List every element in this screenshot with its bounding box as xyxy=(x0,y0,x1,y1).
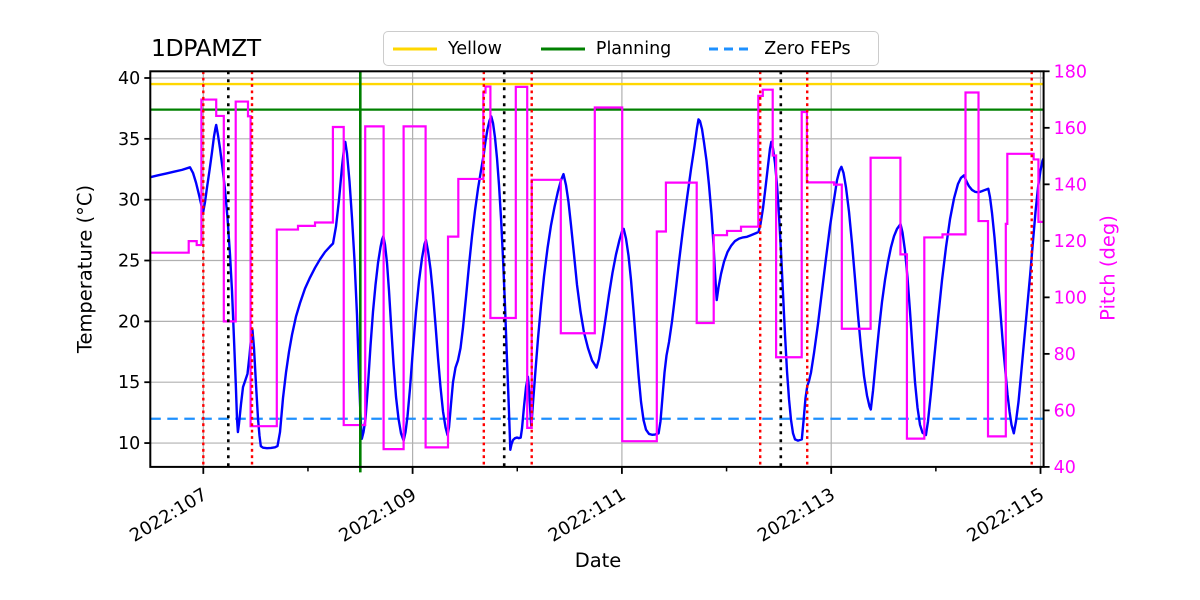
y-tick-label-right: 160 xyxy=(1054,119,1087,139)
legend-item-yellow: Yellow xyxy=(393,39,502,59)
x-tick-label: 2022:113 xyxy=(754,484,839,546)
y-tick-label-left: 15 xyxy=(118,373,140,393)
chart-title: 1DPAMZT xyxy=(151,34,261,62)
y-tick-label-left: 30 xyxy=(118,191,140,211)
y-axis-label-right: Pitch (deg) xyxy=(1096,215,1120,321)
x-tick-label: 2022:109 xyxy=(335,484,420,546)
pitch-curve xyxy=(150,85,1044,451)
y-tick-label-right: 40 xyxy=(1054,458,1076,478)
temperature-curve xyxy=(150,115,1044,451)
y-tick-label-left: 25 xyxy=(118,252,140,272)
y-tick-label-left: 35 xyxy=(118,130,140,150)
y-tick-label-left: 40 xyxy=(118,69,140,89)
legend-label-planning: Planning xyxy=(595,38,672,59)
y-tick-label-right: 140 xyxy=(1054,175,1087,195)
legend-sample-zero-feps-line xyxy=(709,47,754,50)
y-tick-label-left: 20 xyxy=(118,312,140,332)
axes-spines xyxy=(149,70,1045,468)
legend-sample-yellow-line xyxy=(393,47,437,50)
x-tick-label: 2022:115 xyxy=(963,484,1048,546)
y-tick-label-left: 10 xyxy=(118,434,140,454)
y-axis-label-left: Temperature (°C) xyxy=(73,184,97,354)
y-tick-label-right: 100 xyxy=(1054,288,1087,308)
legend: Yellow Planning Zero FEPs xyxy=(383,31,879,66)
legend-sample-planning-line xyxy=(540,47,585,50)
legend-label-zero-feps: Zero FEPs xyxy=(764,38,851,59)
x-axis-label: Date xyxy=(574,549,622,572)
legend-item-zero-feps: Zero FEPs xyxy=(709,38,851,59)
y-tick-label-right: 60 xyxy=(1054,401,1076,421)
legend-item-planning: Planning xyxy=(540,38,672,59)
x-tick-label: 2022:107 xyxy=(126,484,211,546)
legend-label-yellow: Yellow xyxy=(448,38,502,59)
y-tick-label-right: 80 xyxy=(1054,345,1076,365)
y-tick-label-right: 120 xyxy=(1054,232,1087,252)
y-tick-label-right: 180 xyxy=(1054,62,1087,82)
x-tick-label: 2022:111 xyxy=(545,484,630,546)
